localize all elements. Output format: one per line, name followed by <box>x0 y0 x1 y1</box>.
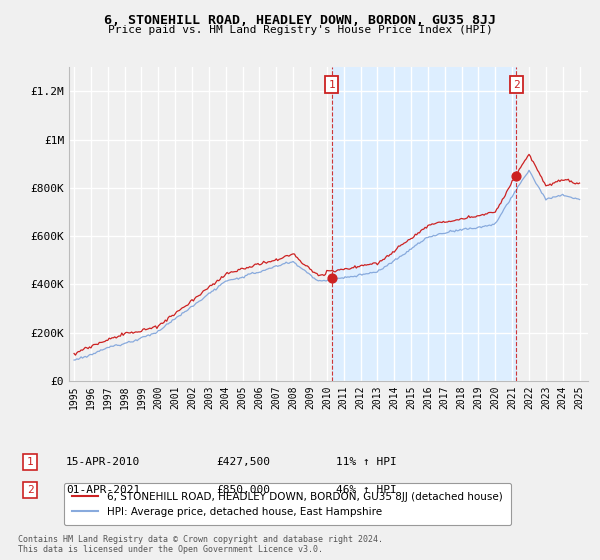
Bar <box>332 67 517 381</box>
Text: 6, STONEHILL ROAD, HEADLEY DOWN, BORDON, GU35 8JJ: 6, STONEHILL ROAD, HEADLEY DOWN, BORDON,… <box>104 14 496 27</box>
Text: 01-APR-2021: 01-APR-2021 <box>66 485 140 495</box>
Text: £850,000: £850,000 <box>216 485 270 495</box>
Text: 1: 1 <box>328 80 335 90</box>
Text: 2: 2 <box>26 485 34 495</box>
Text: 11% ↑ HPI: 11% ↑ HPI <box>336 457 397 467</box>
Text: Contains HM Land Registry data © Crown copyright and database right 2024.
This d: Contains HM Land Registry data © Crown c… <box>18 535 383 554</box>
Point <box>327 273 337 282</box>
Text: Price paid vs. HM Land Registry's House Price Index (HPI): Price paid vs. HM Land Registry's House … <box>107 25 493 35</box>
Point <box>512 171 521 180</box>
Legend: 6, STONEHILL ROAD, HEADLEY DOWN, BORDON, GU35 8JJ (detached house), HPI: Average: 6, STONEHILL ROAD, HEADLEY DOWN, BORDON,… <box>64 483 511 525</box>
Text: 15-APR-2010: 15-APR-2010 <box>66 457 140 467</box>
Text: £427,500: £427,500 <box>216 457 270 467</box>
Text: 1: 1 <box>26 457 34 467</box>
Text: 46% ↑ HPI: 46% ↑ HPI <box>336 485 397 495</box>
Text: 2: 2 <box>513 80 520 90</box>
